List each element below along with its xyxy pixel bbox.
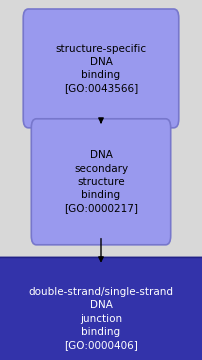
Text: DNA
secondary
structure
binding
[GO:0000217]: DNA secondary structure binding [GO:0000…	[64, 150, 138, 213]
FancyBboxPatch shape	[0, 257, 202, 360]
FancyBboxPatch shape	[23, 9, 179, 128]
FancyBboxPatch shape	[31, 119, 171, 245]
Text: double-strand/single-strand
DNA
junction
binding
[GO:0000406]: double-strand/single-strand DNA junction…	[28, 287, 174, 350]
Text: structure-specific
DNA
binding
[GO:0043566]: structure-specific DNA binding [GO:00435…	[55, 44, 147, 93]
